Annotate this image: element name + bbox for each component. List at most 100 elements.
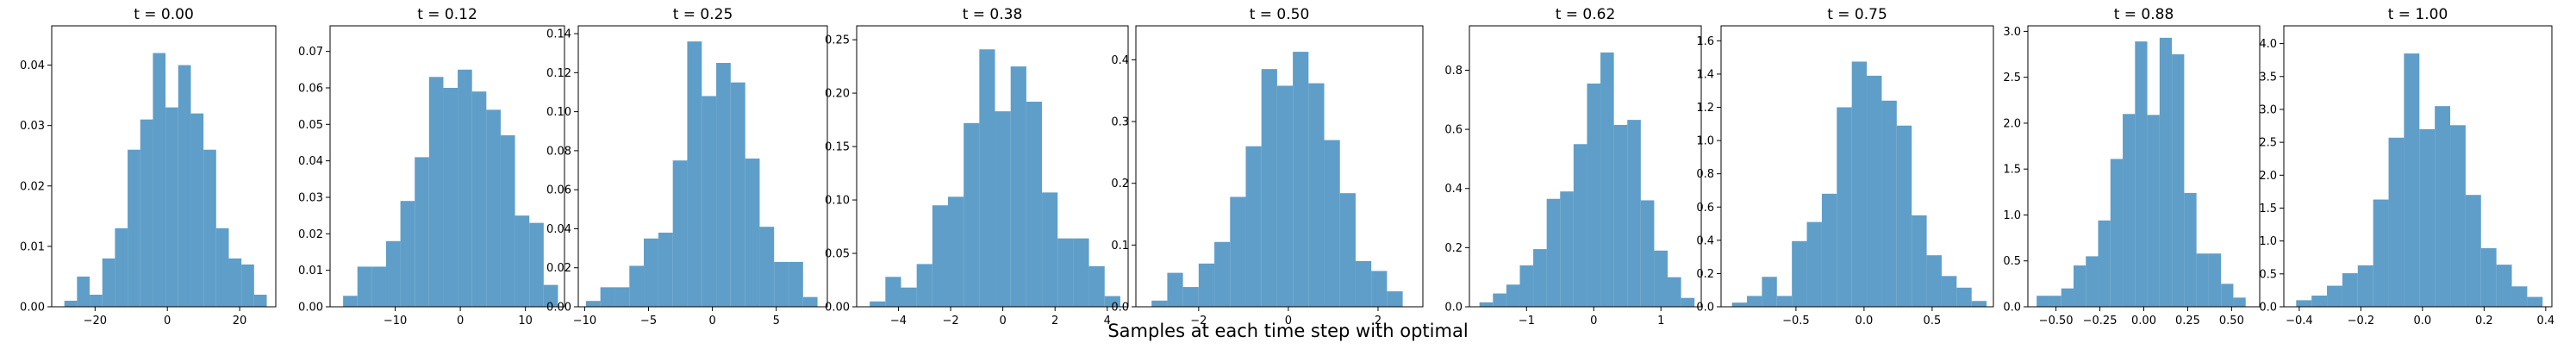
y-tick-label: 0.12 [546,67,571,80]
subplot-title: t = 0.12 [417,6,477,23]
histogram-bar [90,294,103,307]
subplot-title: t = 0.38 [963,6,1023,23]
y-tick-label: 4.0 [2259,38,2277,51]
y-tick-label: 0.8 [1444,65,1463,78]
x-tick-label: 10 [518,315,533,327]
histogram-bar [253,294,267,307]
x-tick-label: −4 [890,315,907,327]
axes-frame [51,25,277,308]
histogram-bar [1057,238,1074,307]
histogram-bar [215,227,229,307]
y-tick-label: 0.3 [1111,116,1129,129]
x-tick-label: 0.5 [1924,315,1942,327]
y-tick-label: 0.0 [1111,302,1129,315]
histogram-bar [2373,199,2389,307]
histogram-bar [64,300,78,307]
histogram-bar [241,264,254,307]
histogram-bar [415,157,429,307]
x-tick-label: 0 [999,315,1006,327]
histogram-bar [2450,125,2466,307]
histogram-bar [1198,263,1215,307]
histogram-bar [1546,198,1561,307]
histogram-bar [702,96,717,307]
histogram-bar [1776,296,1793,307]
histogram-bar [428,77,444,307]
y-tick-label: 0.02 [20,180,45,193]
histogram-bar [2527,296,2543,307]
y-tick-label: 3.5 [2259,71,2277,84]
y-tick-label: 0.0 [1696,302,1714,315]
histogram-bar [1493,293,1506,307]
y-tick-label: 0.04 [546,223,571,236]
histogram-bar [1355,260,1372,307]
histogram-bar [1010,66,1026,307]
y-tick-label: 3.0 [2003,26,2021,39]
subplot-title: t = 0.00 [134,6,194,23]
histogram-bar [2511,286,2528,307]
histogram-bar [2184,192,2197,307]
histogram-bar [1479,302,1494,307]
y-tick-label: 0.15 [825,141,850,154]
y-tick-label: 0.01 [20,240,45,253]
histogram-bar [1073,238,1089,307]
subplot-8: −0.4 −0.2 0.0 0.2 0.4 0.0 0.5 1.0 1.5 2.0 2.5 3.0 3.… [2259,6,2554,327]
x-tick-label: 0.2 [2475,315,2493,327]
axes-frame [2283,25,2553,308]
y-tick-label: 0.06 [298,82,323,95]
y-tick-label: 2.5 [2003,72,2021,84]
x-tick-label: −0.4 [2286,315,2313,327]
histogram-bar [1762,277,1777,307]
x-tick-label: 0 [457,315,464,327]
x-tick-label: 0.00 [2131,315,2156,327]
y-tick-label: 1.0 [2259,235,2277,248]
histogram-bar [1837,107,1852,307]
y-tick-label: 0.07 [298,46,323,59]
y-tick-label: 0.03 [20,120,45,133]
histogram-bar [1276,85,1294,307]
histogram-bar [471,91,487,307]
histogram-bar [916,264,932,307]
y-tick-label: 0.02 [298,228,323,241]
y-tick-label: 0.8 [1696,168,1714,181]
histogram-bar [1654,250,1668,307]
y-tick-label: 0.08 [546,145,571,158]
y-tick-label: 0.5 [2003,255,2021,268]
x-tick-label: 1 [1657,315,1664,327]
x-tick-label: 2 [1051,315,1058,327]
histogram-bar [1182,287,1199,307]
y-tick-label: 2.0 [2003,117,2021,130]
x-tick-label: 5 [773,315,780,327]
x-tick-label: −2 [942,315,958,327]
histogram-bar [2296,300,2312,307]
histogram-bar [77,276,90,307]
histogram-bar [948,196,964,307]
subplot-7: −0.50 −0.25 0.00 0.25 0.50 0.0 0.5 1.0 1.5 2.0 2.5… [2003,6,2261,327]
histogram-bar [2465,195,2481,307]
x-tick-label: 0.0 [1856,315,1874,327]
y-tick-label: 0.1 [1111,240,1129,252]
histogram-bar [1613,124,1628,307]
histogram-bar [2036,296,2049,307]
histogram-bar [1167,272,1183,307]
histogram-bar [357,266,372,307]
y-tick-label: 3.0 [2259,103,2277,116]
histogram-bar [371,266,386,307]
x-tick-label: 0 [1285,315,1292,327]
histogram-bar [1230,196,1246,307]
y-tick-label: 0.05 [298,119,323,132]
histogram-bar [228,258,242,307]
histogram-bar [745,158,760,307]
histogram-bar [585,301,601,307]
x-tick-label: 20 [233,315,247,327]
subplot-2: −10 −5 0 5 0.00 0.02 0.04 0.06 0.08 0.10 0.12 0.14 t… [546,6,828,327]
histogram-bar [1506,284,1520,307]
histogram-bar [1668,277,1681,307]
y-tick-label: 0.04 [20,59,45,72]
histogram-bar [932,205,949,307]
histogram-bar [2419,128,2436,307]
y-tick-label: 0.6 [1444,124,1463,137]
figure-suptitle: Samples at each time step with optimal [1107,321,1469,341]
x-tick-label: 0 [708,315,715,327]
histogram-bar [2049,296,2061,307]
subplot-title: t = 0.25 [673,6,733,23]
